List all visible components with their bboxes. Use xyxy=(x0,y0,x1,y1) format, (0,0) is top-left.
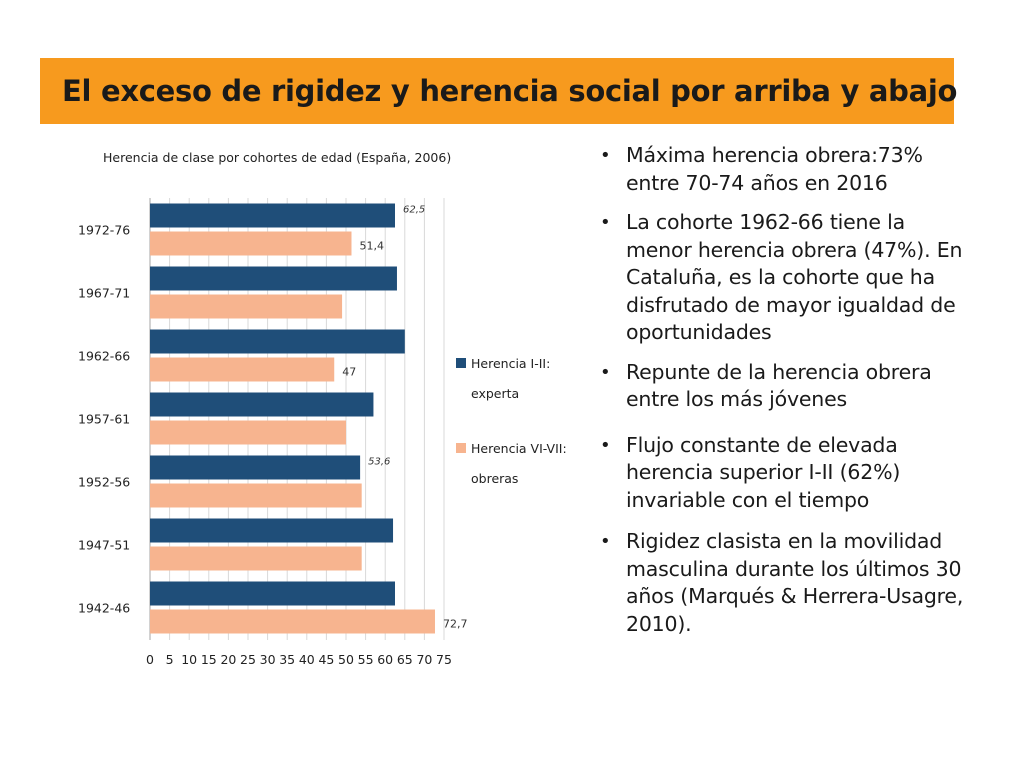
legend-label: experta xyxy=(471,386,519,401)
tick-label: 20 xyxy=(220,652,236,667)
category-label: 1952-56 xyxy=(78,475,130,490)
category-label: 1947-51 xyxy=(78,538,130,553)
data-label: 51,4 xyxy=(359,240,384,253)
tick-label: 45 xyxy=(318,652,334,667)
slide-title: El exceso de rigidez y herencia social p… xyxy=(62,74,958,108)
bullet-item: Máxima herencia obrera:73% entre 70-74 a… xyxy=(596,142,966,197)
bar xyxy=(150,483,362,508)
bar xyxy=(150,231,352,256)
bar-chart: Herencia de clase por cohortes de edad (… xyxy=(78,150,567,667)
bullet-item: Flujo constante de elevada herencia supe… xyxy=(596,432,966,515)
category-label: 1942-46 xyxy=(78,601,130,616)
legend-swatch xyxy=(456,443,466,453)
tick-label: 35 xyxy=(279,652,295,667)
category-label: 1967-71 xyxy=(78,286,130,301)
chart-title: Herencia de clase por cohortes de edad (… xyxy=(103,150,451,165)
tick-label: 60 xyxy=(377,652,393,667)
legend-label: Herencia VI-VII: xyxy=(471,441,567,456)
bar xyxy=(150,420,346,445)
tick-label: 10 xyxy=(181,652,197,667)
bar xyxy=(150,294,343,319)
data-label: 53,6 xyxy=(368,457,390,468)
legend-label: obreras xyxy=(471,471,518,486)
legend-label: Herencia I-II: xyxy=(471,356,550,371)
tick-label: 25 xyxy=(240,652,256,667)
bar xyxy=(150,329,405,354)
tick-label: 70 xyxy=(416,652,432,667)
chart-grid xyxy=(149,198,445,640)
bar xyxy=(150,203,395,228)
bar xyxy=(150,392,374,417)
data-label: 72,7 xyxy=(443,618,468,631)
bullet-item: Rigidez clasista en la movilidad masculi… xyxy=(596,528,966,638)
chart-bars: 62,5 51,4 47 53,6 72,7 xyxy=(150,203,468,634)
bar xyxy=(150,581,395,606)
tick-label: 50 xyxy=(338,652,354,667)
category-label: 1957-61 xyxy=(78,412,130,427)
category-label: 1962-66 xyxy=(78,349,130,364)
bullet-list: Máxima herencia obrera:73% entre 70-74 a… xyxy=(596,142,966,638)
bar xyxy=(150,455,361,480)
tick-label: 0 xyxy=(146,652,154,667)
legend-swatch xyxy=(456,358,466,368)
category-label: 1972-76 xyxy=(78,223,130,238)
tick-label: 30 xyxy=(260,652,276,667)
tick-label: 5 xyxy=(166,652,174,667)
chart-legend: Herencia I-II: experta Herencia VI-VII: obr… xyxy=(456,356,567,486)
tick-label: 15 xyxy=(201,652,217,667)
bar xyxy=(150,266,397,291)
tick-label: 55 xyxy=(358,652,374,667)
tick-label: 75 xyxy=(436,652,452,667)
bullet-item: La cohorte 1962-66 tiene la menor herenc… xyxy=(596,209,966,347)
x-axis-ticks: 0 5 10 15 20 25 30 35 40 45 50 55 60 65 70 75 xyxy=(146,652,452,667)
title-banner: El exceso de rigidez y herencia social p… xyxy=(40,58,958,124)
bar xyxy=(150,546,362,571)
data-label: 47 xyxy=(342,366,356,379)
bar xyxy=(150,357,335,382)
data-label: 62,5 xyxy=(403,205,425,216)
tick-label: 65 xyxy=(397,652,413,667)
bar xyxy=(150,518,394,543)
bar xyxy=(150,609,435,634)
tick-label: 40 xyxy=(299,652,315,667)
category-labels: 1972-76 1967-71 1962-66 1957-61 1952-56 1947-… xyxy=(78,223,130,616)
bullet-item: Repunte de la herencia obrera entre los … xyxy=(596,359,966,414)
